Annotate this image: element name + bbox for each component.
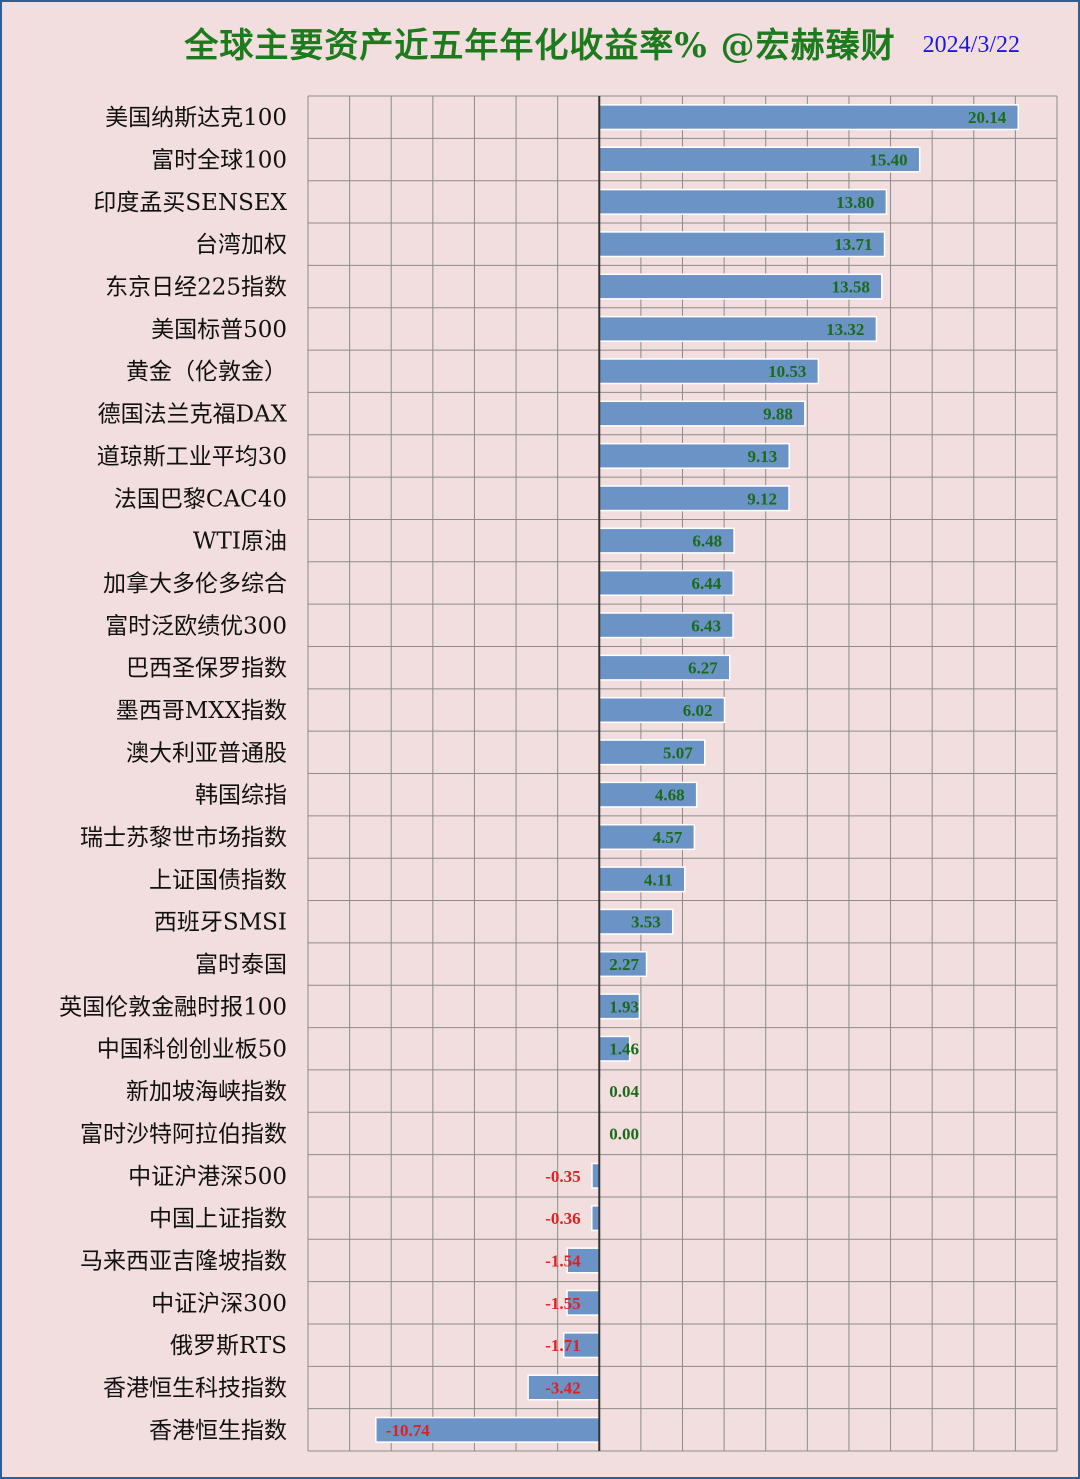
category-label: 墨西哥MXX指数 (116, 698, 287, 724)
value-label: -1.54 (545, 1251, 581, 1270)
bar (598, 146, 921, 173)
bar (598, 273, 883, 300)
bar (598, 104, 1020, 131)
category-label: 西班牙SMSI (154, 910, 287, 936)
value-labels: 20.14 15.40 13.80 13.71 13.58 13.32 10.53 9.88 9… (386, 108, 1007, 1440)
category-label: 富时全球100 (151, 148, 287, 174)
value-label: 5.07 (663, 743, 693, 762)
category-label: 东京日经225指数 (105, 275, 287, 301)
category-label: 英国伦敦金融时报100 (59, 994, 287, 1020)
bar (598, 442, 790, 469)
value-label: 0.04 (609, 1082, 639, 1101)
value-label: 6.48 (692, 532, 722, 551)
category-label: 新加坡海峡指数 (126, 1079, 287, 1105)
category-label: 富时泰国 (195, 952, 287, 978)
bar (598, 188, 888, 215)
category-label: 印度孟买SENSEX (93, 190, 287, 216)
bar (375, 1416, 601, 1443)
bar (598, 612, 734, 639)
category-label: 中国科创创业板50 (97, 1037, 287, 1063)
category-label: 美国纳斯达克100 (105, 105, 287, 131)
category-label: 香港恒生科技指数 (103, 1375, 287, 1401)
value-label: 1.46 (609, 1040, 639, 1059)
category-label: 台湾加权 (195, 232, 287, 258)
bar (598, 654, 731, 681)
value-label: 6.44 (692, 574, 722, 593)
category-label: 法国巴黎CAC40 (114, 486, 287, 512)
category-label: 富时沙特阿拉伯指数 (80, 1121, 287, 1147)
bar (527, 1374, 601, 1401)
value-label: 2.27 (609, 955, 639, 974)
value-label: 1.93 (609, 997, 639, 1016)
chart-date: 2024/3/22 (922, 32, 1020, 58)
value-label: -10.74 (386, 1421, 430, 1440)
value-label: 13.32 (826, 320, 864, 339)
value-label: -0.35 (545, 1167, 580, 1186)
bar (598, 696, 726, 724)
category-label: 巴西圣保罗指数 (126, 656, 287, 682)
value-label: -1.55 (545, 1294, 580, 1313)
category-label: 道琼斯工业平均30 (97, 444, 287, 470)
value-label: 6.43 (691, 616, 721, 635)
category-label: 马来西亚吉隆坡指数 (80, 1248, 287, 1274)
value-label: 20.14 (968, 108, 1007, 127)
bar (598, 400, 806, 427)
category-label: 中国上证指数 (149, 1206, 287, 1232)
bar (591, 1162, 601, 1189)
category-label: 加拿大多伦多综合 (103, 570, 287, 597)
bars (375, 104, 1020, 1443)
value-label: 4.57 (653, 828, 683, 847)
category-label: 上证国债指数 (149, 867, 287, 893)
chart-title: 全球主要资产近五年年化收益率% @宏赫臻财 (184, 26, 896, 66)
bar (598, 739, 706, 766)
value-label: -3.42 (545, 1378, 580, 1397)
bar (598, 358, 820, 385)
category-label: 黄金（伦敦金） (126, 359, 287, 385)
bar (591, 1205, 601, 1232)
value-label: 0.00 (609, 1124, 639, 1143)
bar (598, 231, 886, 258)
bar (566, 1289, 601, 1316)
value-label: 6.02 (683, 701, 713, 720)
value-label: 4.68 (655, 786, 685, 805)
value-label: 13.71 (834, 235, 872, 254)
bar (566, 1247, 601, 1274)
category-label: 中证沪深300 (151, 1291, 287, 1317)
category-label: 俄罗斯RTS (170, 1333, 287, 1359)
value-label: 15.40 (869, 151, 907, 170)
category-label: 澳大利亚普通股 (126, 740, 287, 766)
bar (598, 951, 648, 978)
value-label: 3.53 (631, 913, 661, 932)
value-label: 9.13 (747, 447, 777, 466)
bar (598, 315, 878, 342)
category-labels: 美国纳斯达克100 富时全球100 印度孟买SENSEX 台湾加权东京日经225指数美… (59, 105, 288, 1444)
category-label: 瑞士苏黎世市场指数 (80, 825, 287, 851)
value-label: -0.36 (545, 1209, 580, 1228)
bar (598, 527, 735, 554)
bar (562, 1332, 601, 1359)
value-label: 9.88 (763, 405, 793, 424)
bar (598, 569, 735, 596)
grid (307, 95, 1058, 1452)
value-label: 6.27 (688, 659, 718, 678)
category-label: 韩国综指 (195, 783, 287, 809)
category-label: 美国标普500 (151, 317, 287, 343)
category-label: 富时泛欧绩优300 (105, 613, 287, 639)
category-label: 香港恒生指数 (149, 1418, 287, 1444)
value-label: 4.11 (644, 870, 673, 889)
value-label: 9.12 (747, 489, 777, 508)
category-label: 中证沪港深500 (128, 1164, 287, 1190)
value-label: -1.71 (545, 1336, 580, 1355)
value-label: 10.53 (768, 362, 806, 381)
category-label: 德国法兰克福DAX (98, 402, 288, 428)
value-label: 13.80 (836, 193, 874, 212)
category-label: WTI原油 (193, 529, 287, 555)
value-label: 13.58 (832, 278, 870, 297)
